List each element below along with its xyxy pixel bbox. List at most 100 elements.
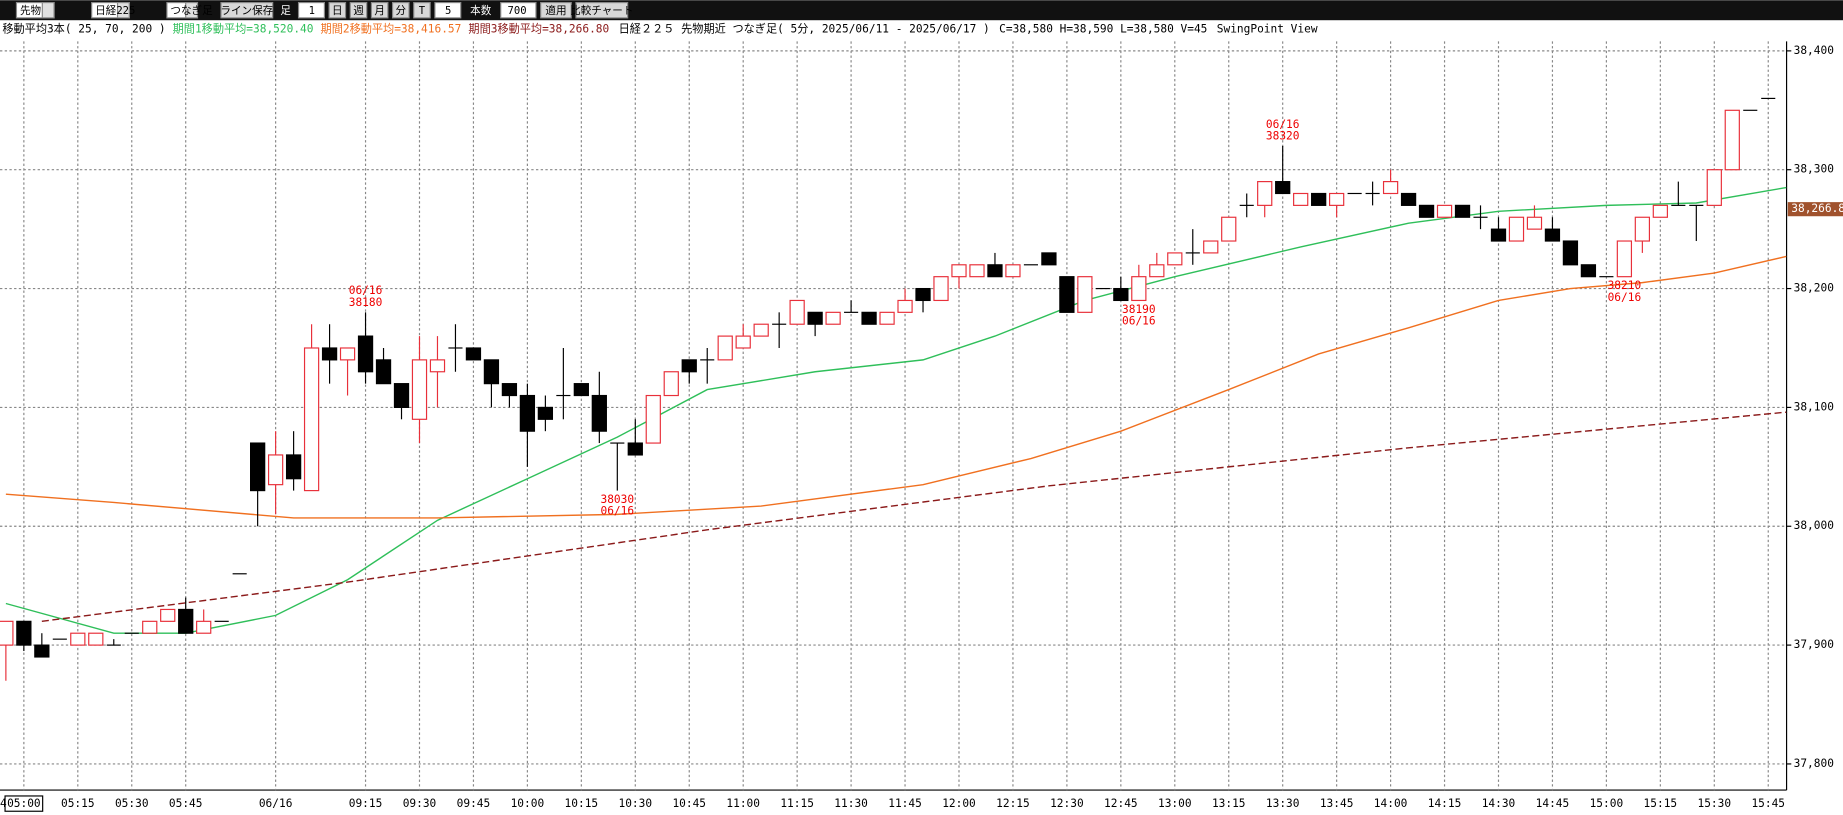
candle-body	[825, 311, 841, 325]
candle-body	[1329, 192, 1345, 206]
candle-body	[1113, 287, 1129, 302]
ma-name: 期間1	[173, 23, 202, 36]
toolbar-text[interactable]: 日経225	[95, 4, 135, 17]
y-tick-label: 37,900	[1794, 638, 1834, 651]
candle-body	[16, 620, 32, 646]
toolbar-button[interactable]	[349, 1, 368, 19]
candle-body	[915, 287, 931, 302]
toolbar-text[interactable]: T	[419, 5, 426, 17]
candle-body	[160, 608, 176, 622]
moving-average	[41, 411, 1787, 623]
toolbar: 先物 日経225 つなぎ足 ライン保存足 1 日週月分 T 5 本数 700 適用 比較チャート	[15, 1, 633, 19]
ma-value: 移動平均=38,266.80	[497, 22, 609, 36]
toolbar-button[interactable]	[413, 1, 431, 19]
candle-body	[1311, 192, 1327, 206]
ma-name: 期間3	[468, 23, 497, 36]
candle-body	[1580, 264, 1597, 278]
candle-body	[465, 347, 482, 361]
x-tick-label: 10:00	[511, 797, 545, 810]
moving-average	[5, 186, 1787, 634]
y-tick-label: 38,300	[1794, 163, 1834, 176]
candle-body	[411, 359, 428, 420]
candle-body	[1167, 252, 1183, 266]
x-tick-label: 13:15	[1212, 797, 1246, 810]
x-tick-label: 06/16	[259, 797, 293, 810]
y-tick-label: 37,800	[1794, 757, 1834, 770]
x-tick-label: 09:45	[457, 797, 491, 810]
toolbar-text[interactable]: 先物	[20, 4, 42, 17]
candle-body	[1275, 181, 1291, 195]
swing-date: 06/16	[1266, 118, 1300, 131]
candle-body	[1490, 228, 1507, 242]
toolbar-text[interactable]: 700	[507, 5, 526, 17]
toolbar-input[interactable]	[434, 1, 462, 19]
toolbar-text[interactable]: 1	[309, 5, 315, 17]
candle-body	[663, 371, 679, 397]
candle-body	[1706, 169, 1722, 206]
toolbar-text[interactable]: 比較チャート	[570, 4, 633, 17]
toolbar-text[interactable]: つなぎ足	[170, 4, 213, 17]
x-tick-label: 15:00	[1590, 797, 1624, 810]
toolbar-text[interactable]: 月	[374, 5, 385, 17]
x-tick-label: 09:30	[403, 797, 437, 810]
x-tick-label: 12:15	[996, 797, 1030, 810]
x-tick-label: 14:30	[1482, 797, 1516, 810]
ma-value: 移動平均=38,416.57	[350, 22, 462, 36]
toolbar-text[interactable]: 適用	[545, 4, 566, 17]
x-tick-label: 12:30	[1050, 797, 1084, 810]
swing-date: 06/16	[601, 505, 635, 518]
candle-body	[393, 383, 410, 408]
candle-body	[375, 359, 392, 385]
swing-price: 38320	[1266, 130, 1300, 143]
candle-body	[1293, 192, 1309, 206]
swing-price: 38180	[349, 296, 383, 309]
candle-body	[1203, 240, 1219, 254]
toolbar-button[interactable]	[220, 1, 274, 19]
candle-body	[1077, 276, 1093, 313]
info-title: 移動平均3本( 25, 70, 200 )	[2, 22, 165, 36]
toolbar-text[interactable]: ライン保存	[220, 4, 273, 17]
toolbar-button[interactable]	[540, 1, 572, 19]
candle-body	[267, 454, 284, 486]
x-tick-label: 10:30	[618, 797, 652, 810]
candle-body	[196, 620, 212, 634]
swing-price: 38030	[601, 493, 635, 506]
candle-body	[1544, 228, 1561, 242]
toolbar-button[interactable]	[370, 1, 389, 19]
x-tick-label: 11:00	[726, 797, 760, 810]
toolbar-button[interactable]	[391, 1, 410, 19]
candle-body	[429, 359, 446, 373]
toolbar-text[interactable]: 日	[332, 5, 343, 17]
candle-body	[717, 335, 733, 361]
candle-body	[339, 347, 356, 361]
candle-body	[537, 406, 554, 420]
toolbar-button[interactable]	[328, 1, 347, 19]
toolbar-input[interactable]	[297, 1, 325, 19]
toolbar-text[interactable]: 分	[396, 5, 407, 17]
x-tick-label: 05:00	[7, 797, 41, 810]
candle-body	[1131, 276, 1147, 302]
candle-body	[951, 264, 967, 278]
candle-body	[1634, 216, 1651, 242]
x-tick-label: 09:15	[349, 797, 383, 810]
toolbar-button[interactable]	[575, 1, 629, 19]
candle-body	[303, 347, 320, 492]
candle-body	[879, 311, 895, 325]
x-tick-label: 05:15	[61, 797, 95, 810]
swing-price: 38190	[1122, 303, 1156, 316]
candle-body	[70, 632, 86, 646]
x-tick-label: 13:30	[1266, 797, 1300, 810]
toolbar-text[interactable]: 週	[353, 5, 364, 17]
x-tick-label: 12:00	[942, 797, 976, 810]
toolbar-input[interactable]	[500, 1, 537, 19]
x-tick-label: 14:45	[1536, 797, 1570, 810]
candle-body	[1454, 204, 1471, 218]
y-tick-label: 38,400	[1794, 44, 1834, 57]
candle-body	[483, 359, 500, 385]
candle-body	[681, 359, 697, 373]
x-tick-label: 11:15	[780, 797, 814, 810]
swing-date: 06/16	[349, 284, 383, 297]
candle-body	[933, 276, 949, 302]
toolbar-text[interactable]: 5	[445, 5, 451, 17]
candle-body	[591, 394, 607, 432]
